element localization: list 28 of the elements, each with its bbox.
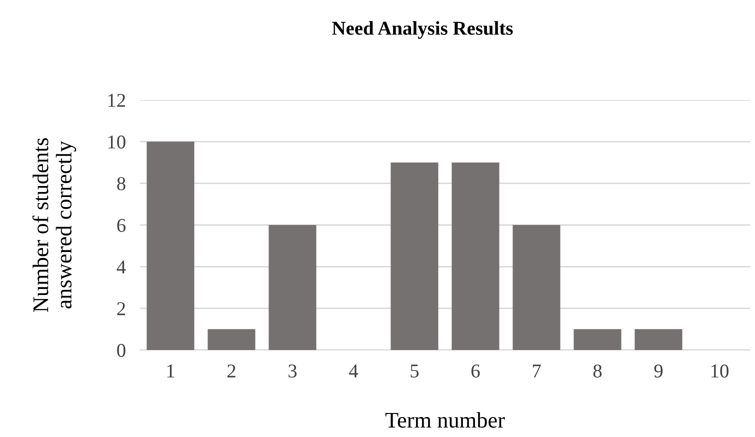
x-tick-label: 7 <box>532 364 541 378</box>
x-tick-label: 5 <box>410 364 419 378</box>
bar <box>208 329 256 350</box>
y-tick-label: 10 <box>108 135 126 149</box>
chart-title: Need Analysis Results <box>332 21 513 39</box>
y-tick-label: 0 <box>117 344 126 357</box>
x-tick-label: 3 <box>288 364 297 378</box>
x-tick-label: 1 <box>167 364 174 378</box>
x-tick-label: 10 <box>711 364 728 378</box>
bar <box>574 329 622 350</box>
y-tick-label: 8 <box>117 177 126 190</box>
x-axis-title: Term number <box>385 412 505 428</box>
y-tick-label: 12 <box>108 94 126 107</box>
y-tick-label: 2 <box>117 302 126 316</box>
x-tick-label: 6 <box>471 364 480 378</box>
x-tick-label: 4 <box>349 364 358 378</box>
y-tick-label: 6 <box>117 218 126 232</box>
bar <box>452 162 500 350</box>
x-tick-label: 2 <box>227 364 236 378</box>
bar <box>268 225 316 350</box>
y-axis-title: Number of students answered correctly <box>32 138 76 312</box>
bar <box>634 329 682 350</box>
bar <box>390 162 438 350</box>
y-tick-label: 4 <box>116 260 126 274</box>
x-tick-label: 8 <box>593 364 602 378</box>
bar <box>512 225 560 350</box>
x-tick-label: 9 <box>654 364 663 378</box>
bar <box>146 142 194 350</box>
